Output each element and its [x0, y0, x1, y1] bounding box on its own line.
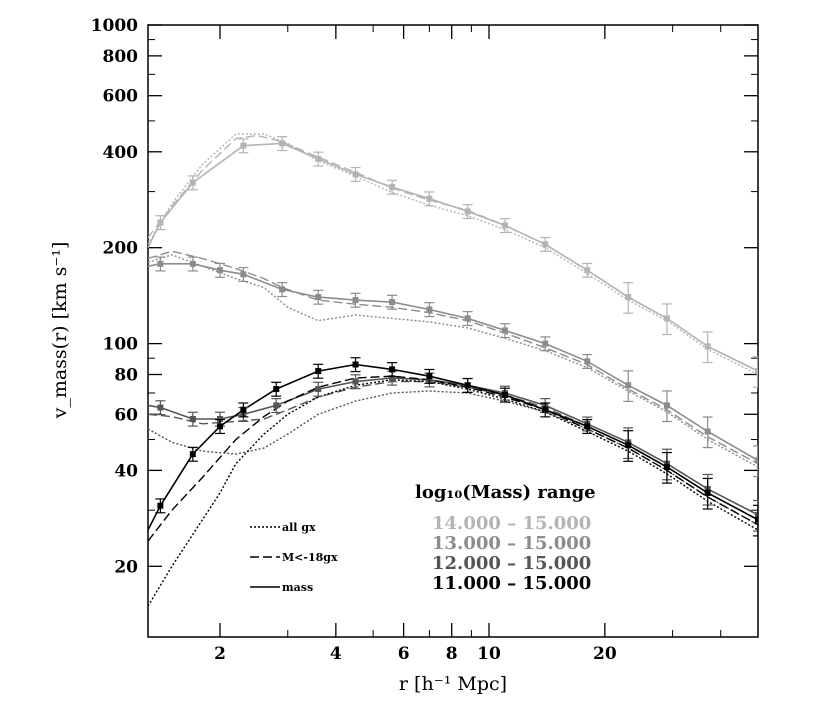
data-point: [157, 260, 164, 267]
series-line-allgx-group-0: [148, 133, 758, 376]
data-point: [315, 368, 322, 375]
data-point: [315, 294, 322, 301]
data-point: [273, 402, 280, 409]
y-tick-label: 400: [103, 143, 139, 163]
data-point: [157, 219, 164, 226]
legend-range-label: 13.000 – 15.000: [432, 533, 591, 554]
data-point: [625, 294, 632, 301]
data-point: [464, 208, 471, 215]
x-axis-label: r [h⁻¹ Mpc]: [399, 673, 507, 695]
data-point: [704, 489, 711, 496]
data-point: [663, 463, 670, 470]
data-point: [426, 373, 433, 380]
series-line-gx18-group-3: [148, 375, 758, 542]
data-point: [273, 386, 280, 393]
series-line-gx18-group-2: [148, 380, 758, 521]
data-point: [240, 271, 247, 278]
data-point: [501, 222, 508, 229]
style-legend-label: all gx: [282, 521, 316, 534]
x-tick-label: 6: [398, 644, 410, 664]
data-point: [389, 184, 396, 191]
data-point: [157, 502, 164, 509]
style-legend-label: mass: [282, 581, 313, 594]
y-tick-label: 80: [114, 365, 138, 385]
style-legend: all gx M<-18gx mass: [250, 521, 338, 594]
data-point: [240, 406, 247, 413]
data-point: [584, 267, 591, 274]
legend-range-label: 12.000 – 15.000: [432, 553, 591, 574]
y-tick-label: 100: [103, 335, 139, 355]
data-point: [584, 358, 591, 365]
x-tick-label: 20: [593, 644, 617, 664]
x-tick-label: 4: [330, 644, 342, 664]
data-point: [542, 406, 549, 413]
y-tick-label: 20: [114, 557, 138, 577]
data-point: [189, 415, 196, 422]
data-point: [542, 241, 549, 248]
y-tick-label: 200: [103, 239, 139, 259]
data-point: [189, 260, 196, 267]
data-point: [426, 306, 433, 313]
data-point: [279, 286, 286, 293]
y-tick-label: 60: [114, 405, 138, 425]
data-point: [755, 457, 758, 464]
series-line-mass-group-3: [148, 363, 758, 531]
data-point: [584, 423, 591, 430]
plot-frame: [147, 24, 759, 638]
data-point: [501, 391, 508, 398]
series-line-gx18-group-1: [148, 250, 758, 465]
data-point: [704, 428, 711, 435]
style-legend-label: M<-18gx: [282, 551, 338, 564]
data-point: [352, 361, 359, 368]
data-point: [663, 315, 670, 322]
series-line-mass-group-0: [148, 142, 758, 372]
series-line-gx18-group-0: [148, 134, 758, 372]
data-point: [625, 382, 632, 389]
y-tick-label: 800: [103, 47, 139, 67]
data-point: [389, 366, 396, 373]
data-point: [217, 423, 224, 430]
data-point: [352, 378, 359, 385]
series-line-mass-group-1: [148, 263, 758, 462]
data-point: [501, 327, 508, 334]
data-point: [279, 140, 286, 147]
y-tick-label: 1000: [91, 16, 138, 36]
data-point: [189, 179, 196, 186]
y-axis-label: v_mass(r) [km s⁻¹]: [49, 242, 71, 420]
data-point: [389, 299, 396, 306]
data-point: [755, 511, 758, 518]
range-legend: log₁₀(Mass) range 14.000 – 15.00013.000 …: [415, 482, 596, 594]
data-point: [352, 297, 359, 304]
data-point: [189, 451, 196, 458]
data-point: [704, 343, 711, 350]
x-tick-label: 8: [446, 644, 458, 664]
data-point: [542, 340, 549, 347]
series-line-allgx-group-1: [148, 254, 758, 468]
data-point: [755, 516, 758, 523]
data-point: [625, 442, 632, 449]
data-point: [389, 374, 396, 381]
data-point: [240, 142, 247, 149]
series-line-allgx-group-2: [148, 390, 758, 526]
data-point: [157, 404, 164, 411]
y-tick-label: 40: [114, 461, 138, 481]
legend-range-label: 14.000 – 15.000: [432, 513, 591, 534]
data-point: [217, 267, 224, 274]
x-tick-label: 2: [214, 644, 226, 664]
data-point: [426, 195, 433, 202]
legend-range-label: 11.000 – 15.000: [432, 573, 591, 594]
data-point: [663, 402, 670, 409]
legend-title: log₁₀(Mass) range: [415, 482, 596, 503]
data-point: [315, 386, 322, 393]
x-tick-label: 10: [477, 644, 501, 664]
data-point: [464, 382, 471, 389]
data-point: [755, 368, 758, 375]
data-point: [464, 315, 471, 322]
data-point: [352, 171, 359, 178]
y-tick-label: 600: [103, 87, 139, 107]
data-point: [315, 155, 322, 162]
